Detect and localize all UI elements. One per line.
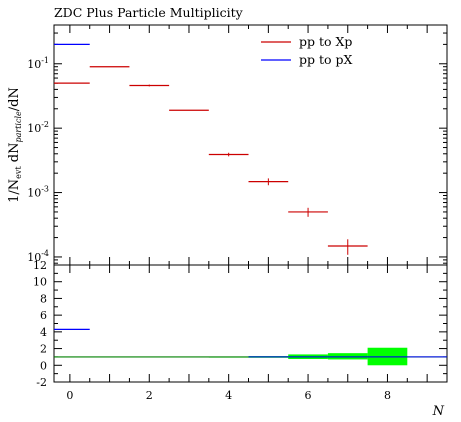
x-ticks: 0 2 4 6 8: [66, 25, 448, 402]
x-tick-label-4: 4: [225, 389, 232, 402]
top-panel-y-ticks: 10-1 10-2 10-3 10-4: [27, 24, 447, 264]
ratio-y-tick-label-2: -2: [36, 376, 47, 389]
legend-label-pp-to-px: pp to pX: [299, 52, 353, 67]
top-panel-series: [54, 43, 368, 255]
y-axis-label-base: 1/N: [7, 179, 22, 203]
ratio-y-tick-label-12: 12: [33, 259, 47, 272]
x-tick-label-8: 8: [384, 389, 391, 402]
y-axis-label-tail: /dN: [7, 87, 22, 111]
ratio-y-tick-label-6: 6: [40, 309, 47, 322]
ratio-y-tick-label-4: 4: [40, 326, 47, 339]
top-y-tick-label-10e-3: 10-3: [27, 185, 49, 200]
ratio-y-tick-label-8: 8: [40, 292, 47, 305]
ratio-y-tick-label-0: 0: [40, 359, 47, 372]
ratio-y-tick-label-10: 10: [33, 276, 47, 289]
legend-label-pp-to-xp: pp to Xp: [299, 34, 352, 49]
y-axis-label: 1/Nevt dNparticle/dN: [7, 87, 23, 203]
ratio-lines: [54, 328, 447, 358]
x-axis-label: N: [432, 404, 445, 419]
ratio-band-3: [327, 353, 368, 360]
top-y-tick-label-10e-2: 10-2: [27, 120, 49, 135]
legend: pp to Xp pp to pX: [261, 34, 353, 67]
top-y-tick-label-10e-1: 10-1: [27, 56, 49, 71]
ratio-y-tick-label-2: 2: [40, 343, 47, 356]
ratio-panel-y-ticks: -2 0 2 4 6 8 10 12: [33, 259, 447, 389]
x-tick-label-0: 0: [66, 389, 73, 402]
y-axis-label-sub2: particle: [14, 111, 23, 143]
x-tick-label-6: 6: [305, 389, 312, 402]
top-panel-frame: [53, 24, 448, 266]
top-y-tick-label-10e-4: 10-4: [27, 249, 49, 264]
y-axis-label-mid: dN: [7, 143, 22, 167]
x-tick-label-2: 2: [146, 389, 153, 402]
chart-title: ZDC Plus Particle Multiplicity: [54, 5, 244, 20]
y-axis-label-sub1: evt: [14, 166, 23, 179]
